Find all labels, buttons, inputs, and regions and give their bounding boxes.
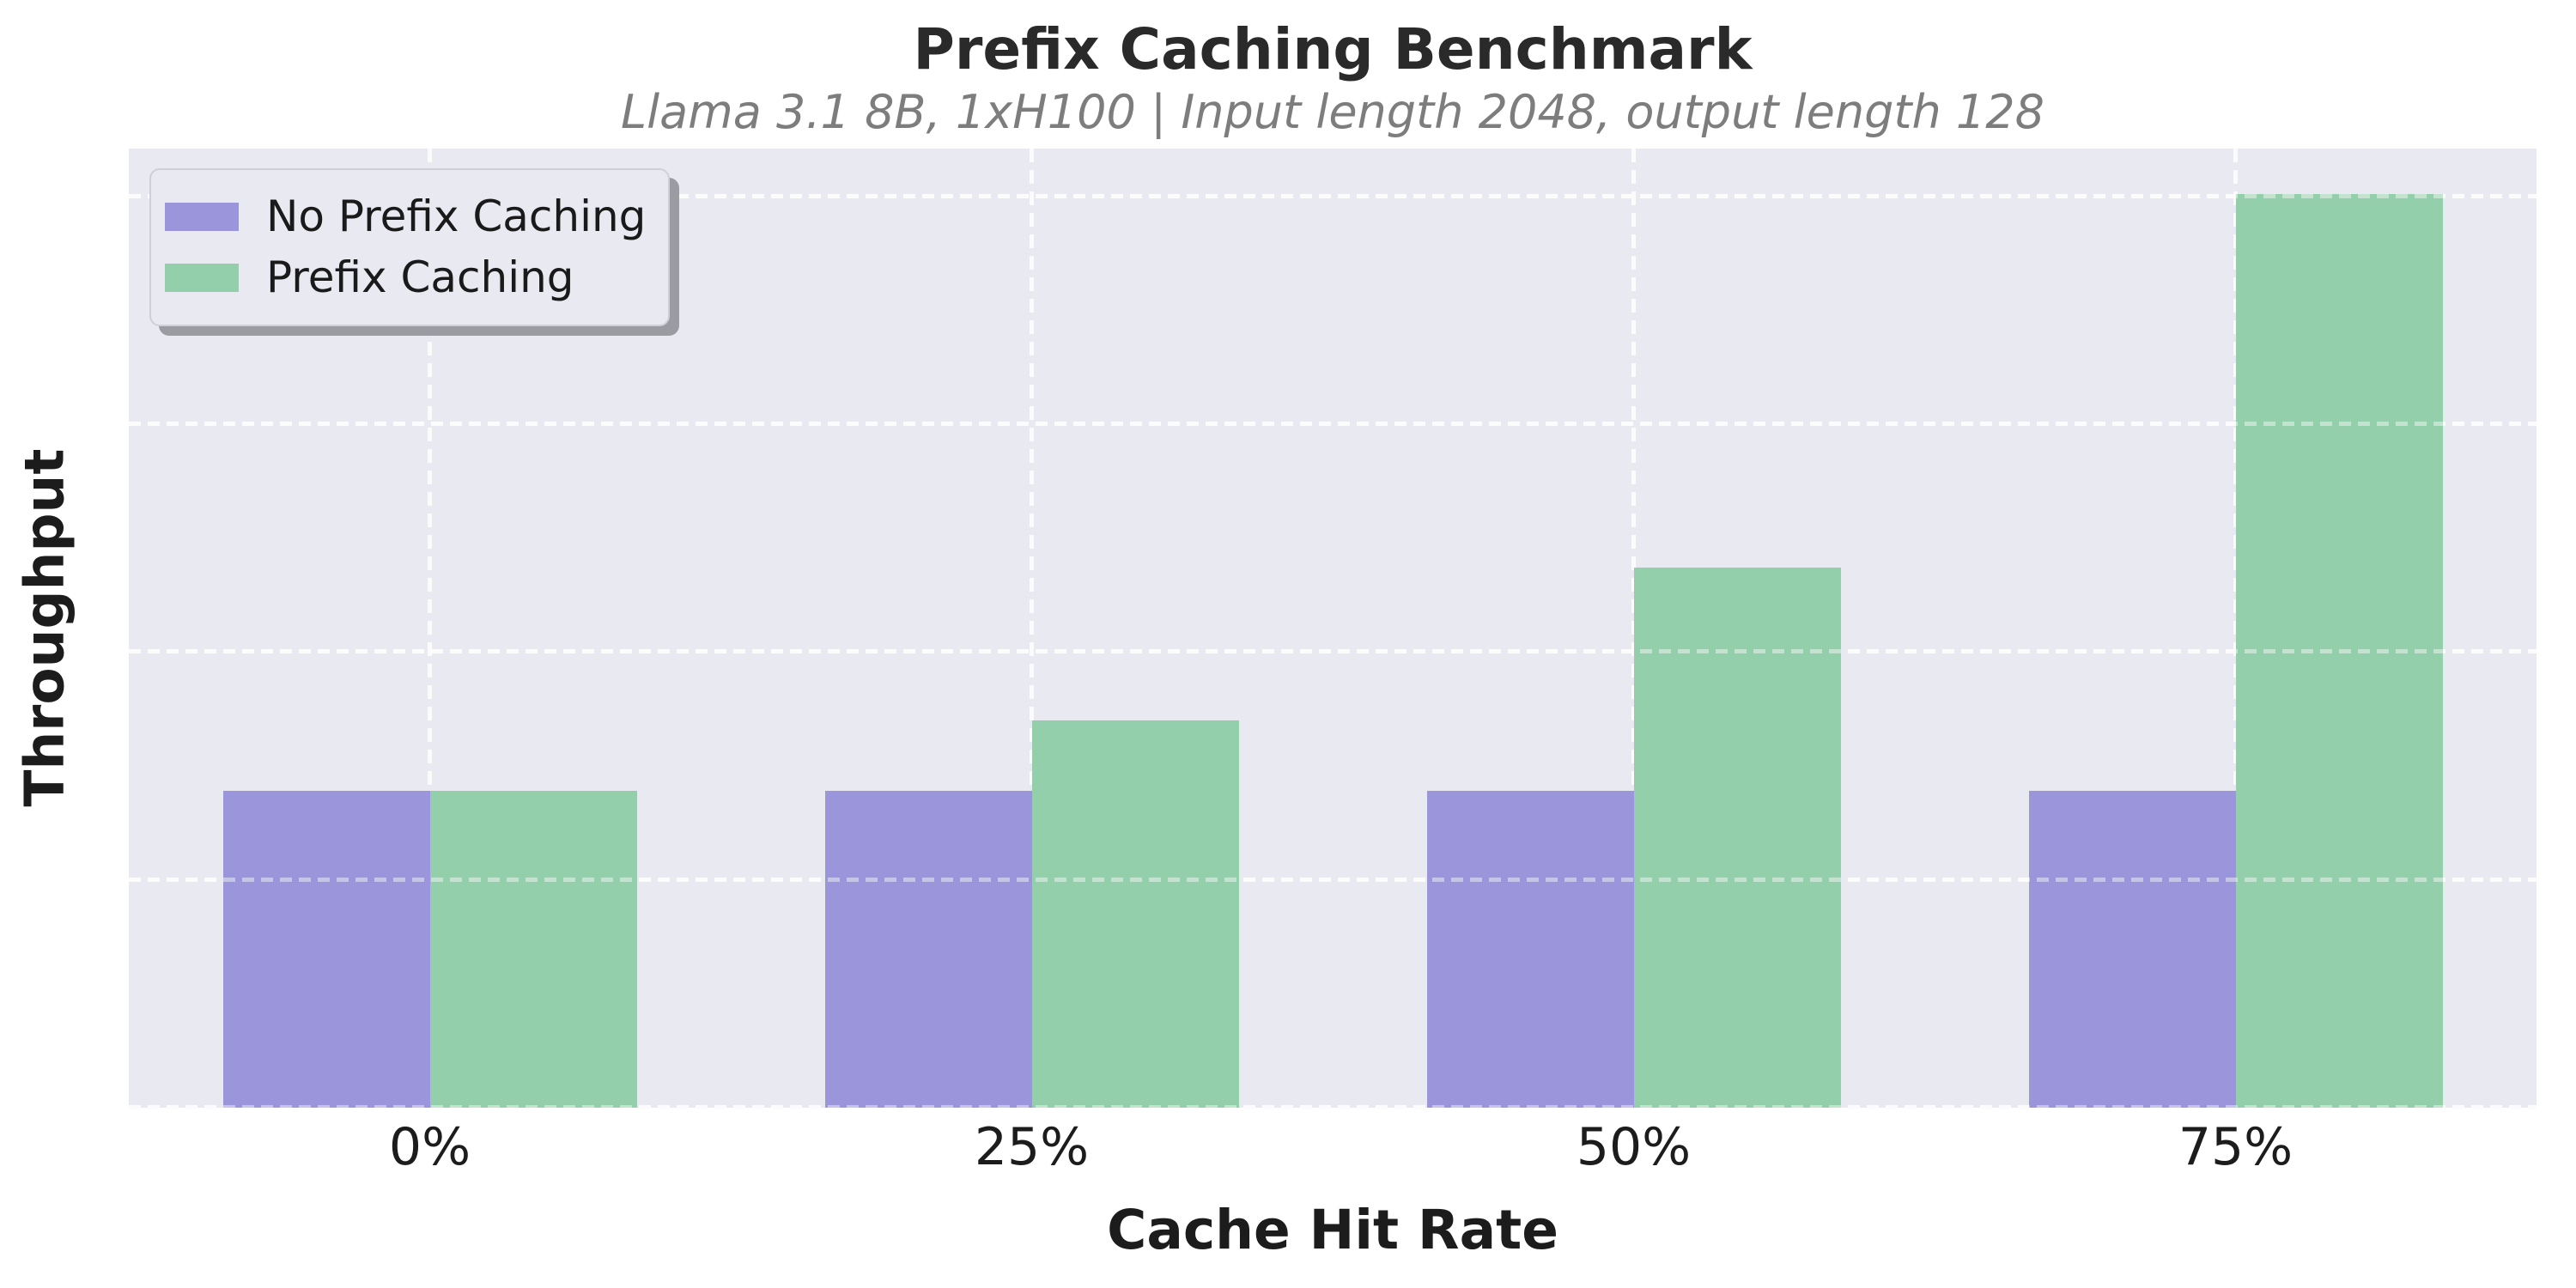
legend-item-prefix-caching: Prefix Caching [165, 250, 646, 306]
bar-no-prefix-caching-50% [1426, 791, 1634, 1108]
legend-label-no-prefix-caching: No Prefix Caching [266, 191, 647, 241]
bar-prefix-caching-25% [1031, 720, 1239, 1108]
x-axis-label: Cache Hit Rate [1107, 1199, 1558, 1261]
chart-subtitle: Llama 3.1 8B, 1xH100 | Input length 2048… [621, 85, 2044, 140]
bar-no-prefix-caching-25% [824, 791, 1032, 1108]
horizontal-gridline [129, 422, 2537, 427]
horizontal-gridline [129, 1105, 2537, 1109]
bar-no-prefix-caching-0% [222, 791, 430, 1108]
horizontal-gridline [129, 422, 2537, 427]
x-tick-label-0%: 0% [388, 1117, 471, 1177]
legend-item-no-prefix-caching: No Prefix Caching [165, 189, 646, 245]
bar-prefix-caching-75% [2235, 194, 2443, 1108]
chart-title: Prefix Caching Benchmark [913, 16, 1753, 82]
vertical-gridline [1030, 149, 1034, 1108]
x-tick-label-50%: 50% [1576, 1117, 1692, 1177]
horizontal-gridline [129, 877, 2537, 882]
legend: No Prefix Caching Prefix Caching [149, 168, 671, 326]
vertical-gridline [428, 149, 432, 1108]
bar-prefix-caching-0% [429, 791, 637, 1108]
x-tick-label-75%: 75% [2178, 1117, 2293, 1177]
horizontal-gridline [129, 193, 2537, 198]
bar-no-prefix-caching-75% [2028, 791, 2236, 1108]
legend-label-prefix-caching: Prefix Caching [266, 252, 574, 302]
title-block: Prefix Caching Benchmark Llama 3.1 8B, 1… [129, 0, 2537, 138]
bar-prefix-caching-50% [1633, 568, 1841, 1108]
legend-swatch-no-prefix-caching [165, 203, 239, 231]
plot-area [129, 149, 2537, 1109]
horizontal-gridline [129, 649, 2537, 654]
horizontal-gridline [129, 1105, 2537, 1109]
legend-swatch-prefix-caching [165, 264, 239, 292]
horizontal-gridline [129, 877, 2537, 882]
horizontal-gridline [129, 649, 2537, 654]
y-axis-label: Throughput [13, 448, 76, 807]
horizontal-gridline [129, 193, 2537, 198]
x-tick-label-25%: 25% [974, 1117, 1090, 1177]
